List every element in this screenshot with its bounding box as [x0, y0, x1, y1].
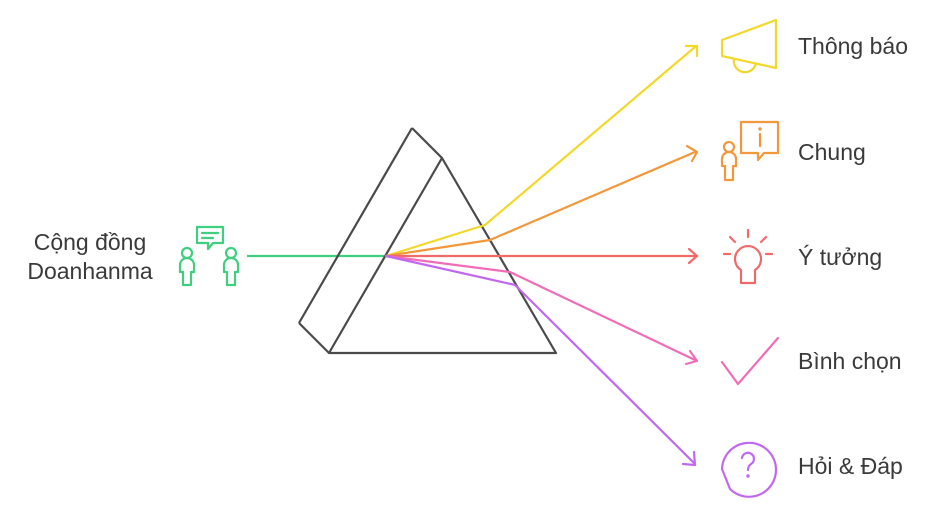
output-label-hoi-dap: Hỏi & Đáp [798, 453, 903, 479]
community-chat-icon [178, 225, 240, 287]
output-beam-chung [384, 144, 699, 258]
source-label-line1: Cộng đồng [34, 229, 147, 255]
lightbulb-icon [722, 228, 774, 285]
megaphone-icon [720, 18, 778, 74]
person-info-icon [720, 120, 780, 182]
output-label-thong-bao: Thông báo [798, 33, 908, 59]
output-label-chung: Chung [798, 139, 866, 165]
output-beam-hoi-dap [384, 254, 697, 467]
output-beam-binh-chon [384, 254, 699, 366]
output-beam-y-tuong [384, 247, 699, 265]
output-label-binh-chon: Bình chọn [798, 348, 902, 374]
question-bubble-icon [720, 441, 778, 498]
output-beam-thong-bao [384, 44, 699, 258]
prism [298, 127, 558, 355]
output-label-y-tuong: Ý tưởng [798, 244, 882, 270]
checkmark-icon [720, 336, 780, 386]
source-label-line2: Doanhanma [27, 258, 153, 284]
